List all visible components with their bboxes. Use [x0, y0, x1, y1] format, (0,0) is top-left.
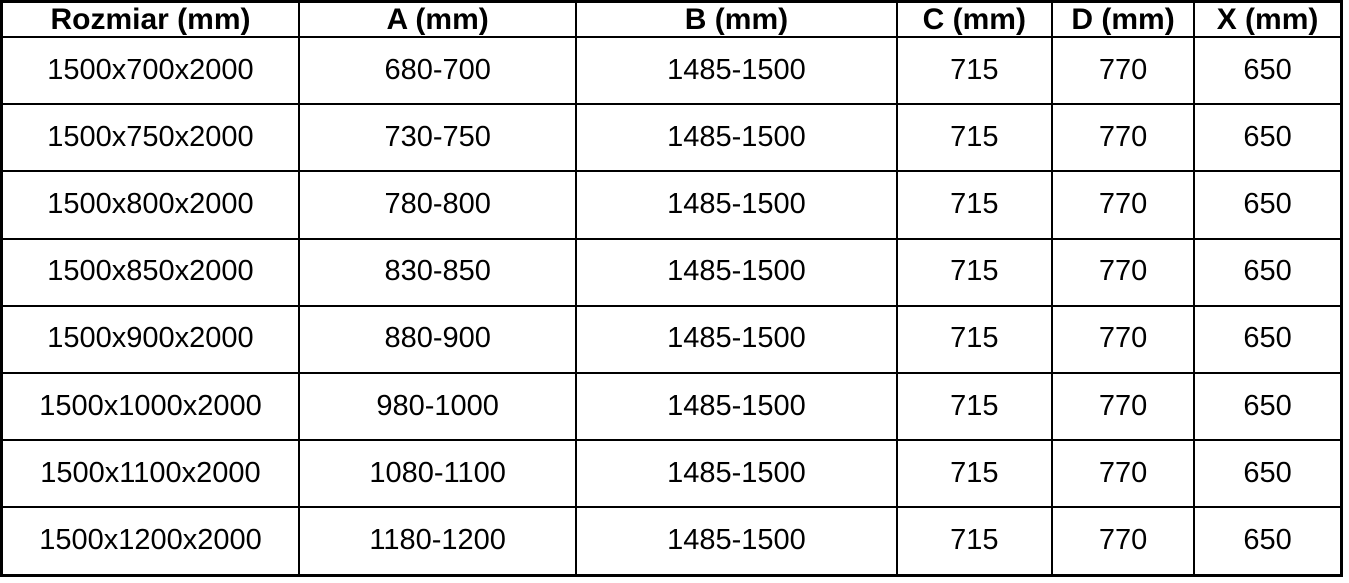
table-cell-rozmiar: 1500x1000x2000: [0, 371, 300, 442]
table-cell-d: 770: [1051, 237, 1196, 307]
table-row: 1500x850x2000 830-850 1485-1500 715 770 650: [0, 237, 1343, 307]
table-cell-b: 1485-1500: [575, 170, 898, 240]
table-cell-rozmiar: 1500x800x2000: [0, 170, 300, 240]
table-body: 1500x700x2000 680-700 1485-1500 715 770 650 15…: [0, 35, 1343, 577]
table-cell-rozmiar: 1500x900x2000: [0, 304, 300, 374]
table-row: 1500x1100x2000 1080-1100 1485-1500 715 770 65…: [0, 439, 1343, 509]
table-cell-c: 715: [895, 237, 1054, 307]
table-cell-x: 650: [1193, 170, 1343, 240]
table-cell-b: 1485-1500: [575, 304, 898, 374]
column-header-rozmiar: Rozmiar (mm): [0, 0, 300, 38]
table-cell-d: 770: [1051, 304, 1196, 374]
table-cell-a: 680-700: [297, 35, 578, 106]
table-cell-a: 830-850: [297, 237, 578, 307]
table-cell-d: 770: [1051, 170, 1196, 240]
column-header-c: C (mm): [895, 0, 1054, 38]
table-row: 1500x900x2000 880-900 1485-1500 715 770 650: [0, 304, 1343, 374]
table-cell-a: 780-800: [297, 170, 578, 240]
table-cell-c: 715: [895, 103, 1054, 173]
table-cell-b: 1485-1500: [575, 35, 898, 106]
table-cell-b: 1485-1500: [575, 371, 898, 442]
table-cell-rozmiar: 1500x1200x2000: [0, 506, 300, 577]
table-row: 1500x700x2000 680-700 1485-1500 715 770 650: [0, 35, 1343, 106]
table-cell-x: 650: [1193, 35, 1343, 106]
column-header-d: D (mm): [1051, 0, 1196, 38]
table-cell-c: 715: [895, 35, 1054, 106]
column-header-x: X (mm): [1193, 0, 1343, 38]
column-header-a: A (mm): [297, 0, 578, 38]
table-cell-x: 650: [1193, 371, 1343, 442]
table-cell-b: 1485-1500: [575, 439, 898, 509]
table-cell-d: 770: [1051, 371, 1196, 442]
table-cell-c: 715: [895, 371, 1054, 442]
table-cell-rozmiar: 1500x850x2000: [0, 237, 300, 307]
table-cell-rozmiar: 1500x700x2000: [0, 35, 300, 106]
table-cell-x: 650: [1193, 304, 1343, 374]
table-cell-x: 650: [1193, 237, 1343, 307]
table-head: Rozmiar (mm) A (mm) B (mm) C (mm) D (mm) X (m…: [0, 0, 1343, 38]
table-cell-a: 730-750: [297, 103, 578, 173]
table-row: 1500x1000x2000 980-1000 1485-1500 715 770 650: [0, 371, 1343, 442]
column-header-b: B (mm): [575, 0, 898, 38]
table-cell-a: 980-1000: [297, 371, 578, 442]
table-cell-b: 1485-1500: [575, 506, 898, 577]
table-cell-x: 650: [1193, 103, 1343, 173]
table-cell-rozmiar: 1500x1100x2000: [0, 439, 300, 509]
table-cell-d: 770: [1051, 35, 1196, 106]
table-row: 1500x1200x2000 1180-1200 1485-1500 715 770 65…: [0, 506, 1343, 577]
table-cell-a: 880-900: [297, 304, 578, 374]
table-cell-c: 715: [895, 304, 1054, 374]
table-cell-d: 770: [1051, 439, 1196, 509]
table-cell-c: 715: [895, 170, 1054, 240]
table-cell-rozmiar: 1500x750x2000: [0, 103, 300, 173]
table-cell-a: 1080-1100: [297, 439, 578, 509]
table-cell-x: 650: [1193, 506, 1343, 577]
table-row: 1500x750x2000 730-750 1485-1500 715 770 650: [0, 103, 1343, 173]
table-cell-d: 770: [1051, 103, 1196, 173]
table-header-row: Rozmiar (mm) A (mm) B (mm) C (mm) D (mm) X (m…: [0, 0, 1343, 38]
table-row: 1500x800x2000 780-800 1485-1500 715 770 650: [0, 170, 1343, 240]
table-cell-b: 1485-1500: [575, 237, 898, 307]
table-cell-d: 770: [1051, 506, 1196, 577]
table-cell-b: 1485-1500: [575, 103, 898, 173]
table-cell-c: 715: [895, 439, 1054, 509]
table-cell-c: 715: [895, 506, 1054, 577]
table-cell-a: 1180-1200: [297, 506, 578, 577]
table-cell-x: 650: [1193, 439, 1343, 509]
